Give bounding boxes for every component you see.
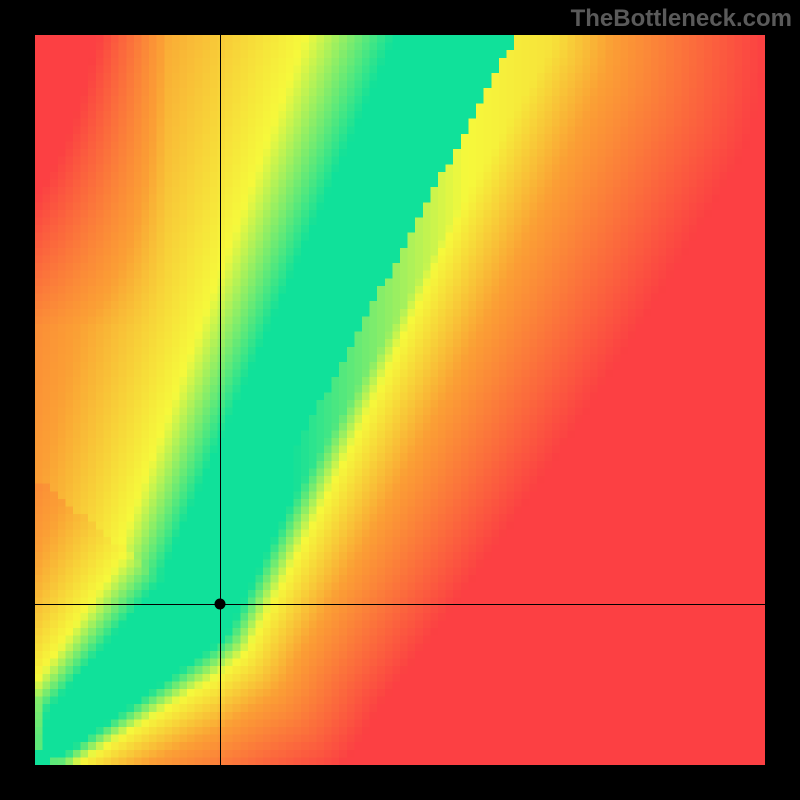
heatmap-canvas	[35, 35, 765, 765]
heatmap-plot	[35, 35, 765, 765]
selected-point-marker	[215, 598, 226, 609]
crosshair-horizontal	[35, 604, 765, 605]
crosshair-vertical	[220, 35, 221, 765]
watermark-text: TheBottleneck.com	[571, 5, 792, 33]
